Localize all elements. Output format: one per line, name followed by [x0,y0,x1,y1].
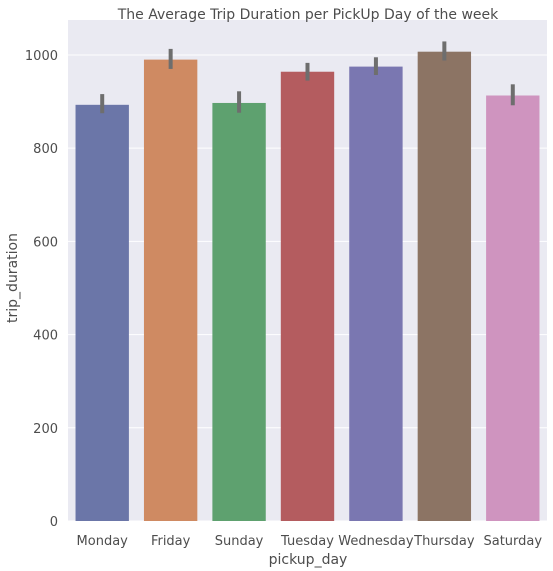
bar-wednesday [349,66,403,522]
x-tick-label: Wednesday [338,534,414,549]
y-tick-label: 200 [33,422,58,437]
bar-saturday [486,95,540,521]
x-tick-labels: Monday Friday Sunday Tuesday Wednesday Thursd… [77,534,543,549]
x-tick-label: Saturday [483,534,542,549]
error-bars [100,41,515,114]
y-tick-label: 600 [33,235,58,250]
y-tick-label: 800 [33,142,58,157]
x-tick-label: Sunday [215,534,264,549]
y-tick-label: 1000 [25,49,58,64]
bar-sunday [212,102,266,522]
y-tick-labels: 0 200 400 600 800 1000 [25,49,58,530]
y-tick-label: 0 [50,515,58,530]
x-tick-label: Thursday [413,534,475,549]
x-tick-label: Friday [151,534,191,549]
chart-title: The Average Trip Duration per PickUp Day… [117,7,499,23]
bar-monday [75,104,129,521]
bar-thursday [417,51,472,521]
x-tick-label: Tuesday [280,534,334,549]
x-tick-label: Monday [77,534,129,549]
y-axis-label: trip_duration [5,233,21,323]
bar-tuesday [280,71,335,521]
bars [75,51,540,522]
x-axis-label: pickup_day [269,552,348,568]
y-tick-label: 400 [33,329,58,344]
bar-friday [143,59,198,521]
